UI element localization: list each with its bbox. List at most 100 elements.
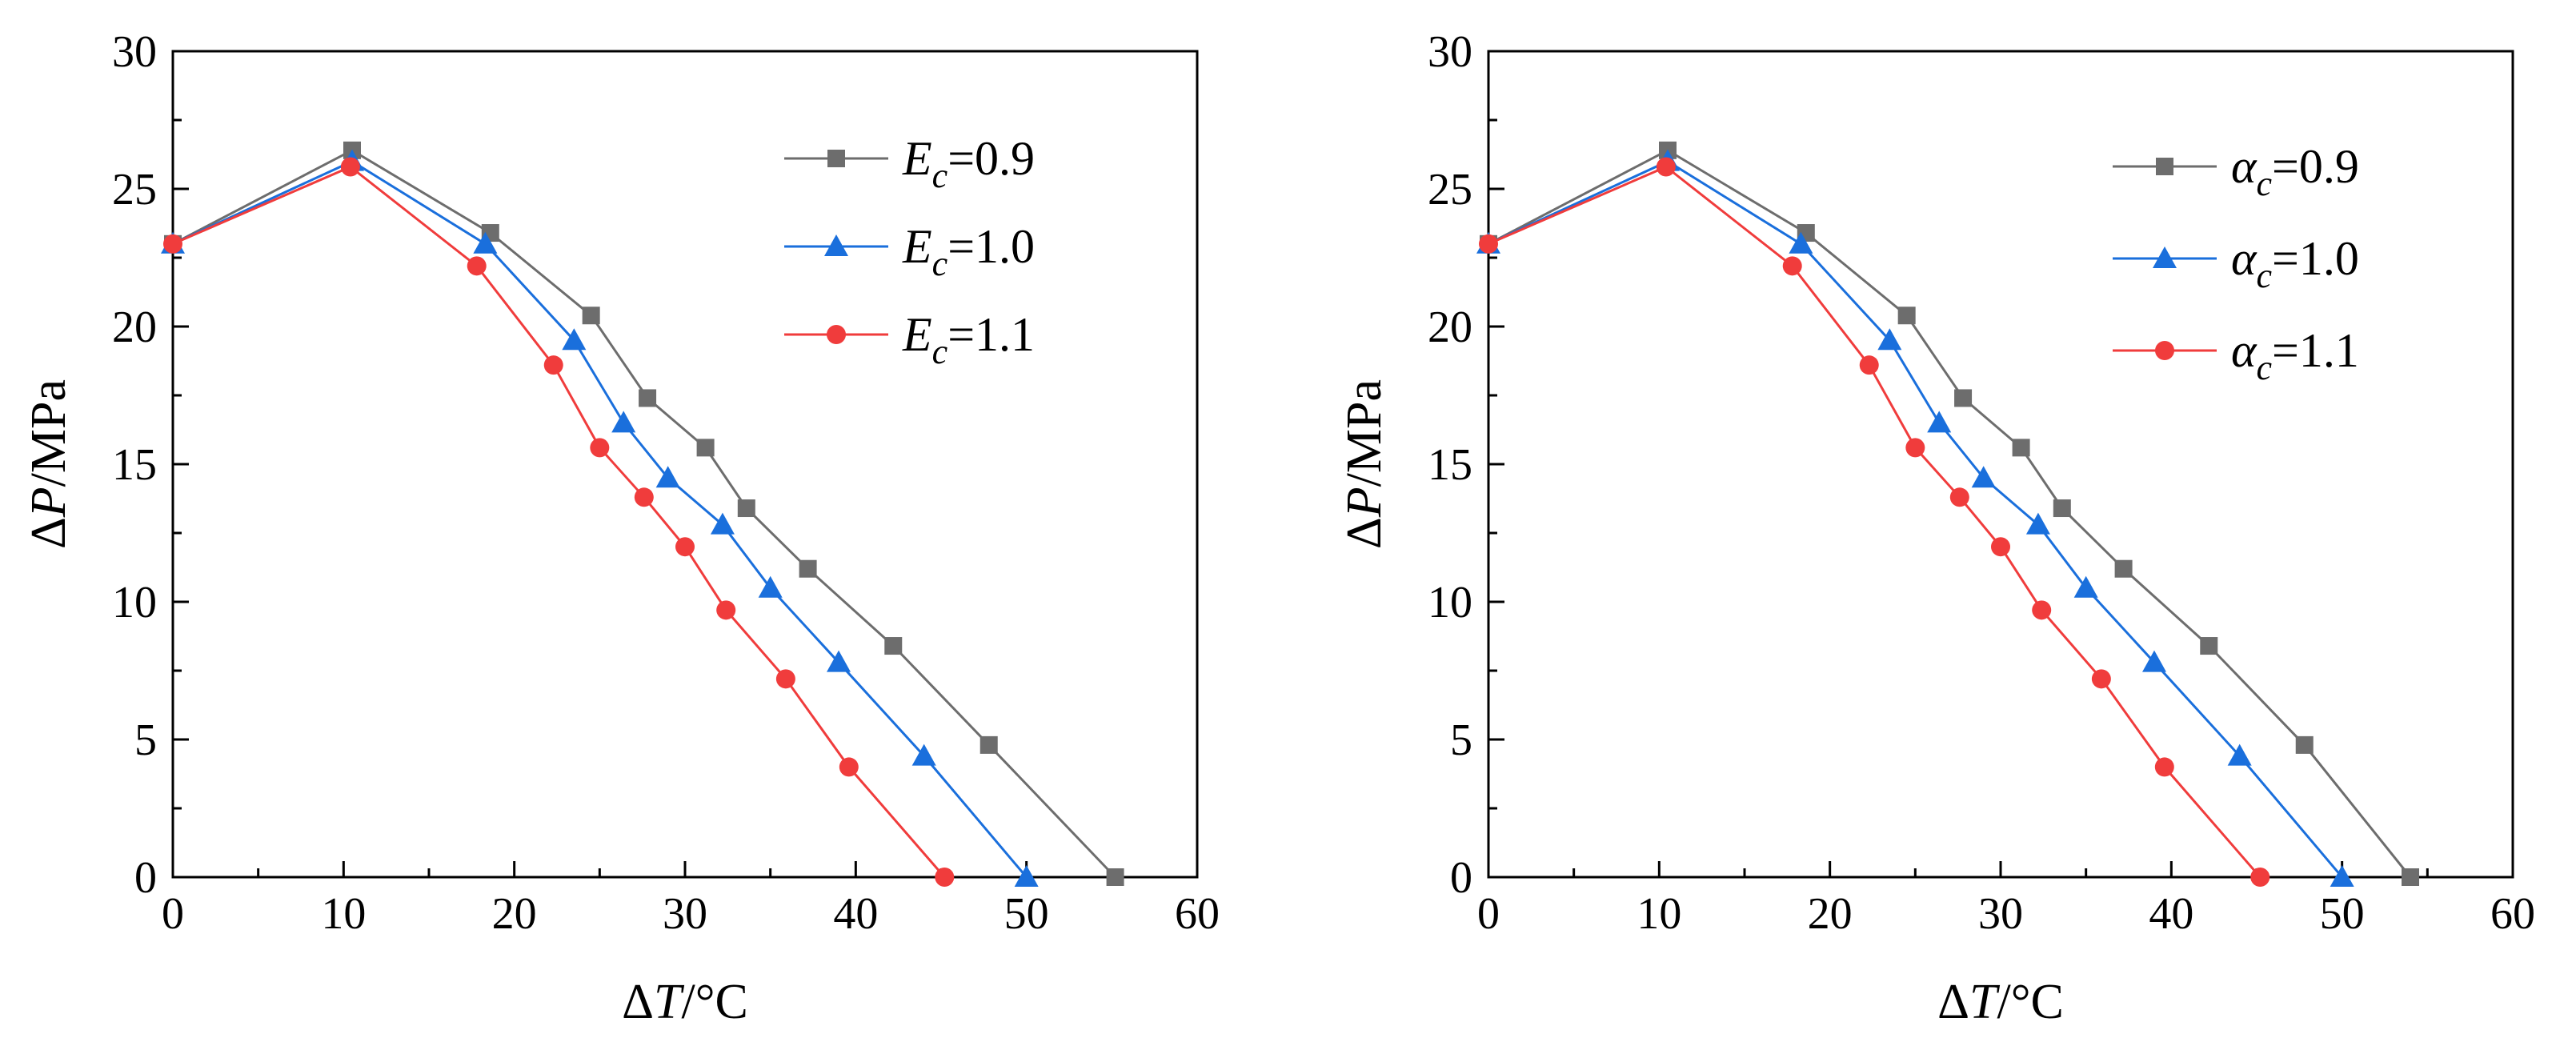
data-point bbox=[1927, 411, 1952, 433]
legend-label: αc=0.9 bbox=[2231, 140, 2359, 203]
legend-marker bbox=[2155, 341, 2174, 360]
data-point bbox=[2073, 575, 2098, 598]
data-point bbox=[1479, 234, 1498, 254]
x-tick-label: 30 bbox=[663, 889, 707, 939]
y-axis-label: ΔP/MPa bbox=[22, 379, 76, 549]
data-point bbox=[799, 559, 817, 578]
y-tick-label: 30 bbox=[112, 27, 157, 77]
data-point bbox=[1656, 157, 1676, 177]
y-tick-label: 30 bbox=[1428, 27, 1472, 77]
data-point bbox=[1991, 537, 2010, 557]
data-point bbox=[884, 637, 903, 655]
data-point bbox=[639, 389, 657, 407]
data-point bbox=[1782, 256, 1802, 276]
data-point bbox=[582, 307, 600, 325]
x-tick-label: 60 bbox=[1175, 889, 1220, 939]
legend-label: αc=1.0 bbox=[2231, 232, 2359, 295]
x-tick-label: 50 bbox=[2320, 889, 2365, 939]
x-tick-label: 40 bbox=[833, 889, 878, 939]
chart-panel-2: 0 10 20 30 40 50 60 0 5 10 15 20 25 30 ΔT/°C ΔP/MPa αc=0… bbox=[1337, 27, 2535, 1029]
legend-entry-1: αc=0.9 bbox=[2113, 140, 2359, 203]
data-point bbox=[2402, 868, 2419, 886]
y-tick-label: 10 bbox=[1428, 578, 1472, 627]
data-point bbox=[737, 499, 755, 518]
x-tick-label: 0 bbox=[162, 889, 184, 939]
data-point bbox=[163, 234, 182, 254]
legend-entry-1: Ec=0.9 bbox=[784, 132, 1035, 195]
legend-label: Ec=0.9 bbox=[902, 132, 1035, 195]
data-point bbox=[2114, 559, 2133, 578]
y-tick-label: 25 bbox=[1428, 165, 1472, 214]
series-square bbox=[1480, 141, 2419, 886]
x-tick-label: 60 bbox=[2490, 889, 2535, 939]
y-tick-label: 20 bbox=[112, 303, 157, 352]
series-line bbox=[172, 165, 946, 878]
series-circle bbox=[163, 157, 955, 887]
legend-entry-2: αc=1.0 bbox=[2113, 232, 2359, 295]
data-point bbox=[1014, 865, 1039, 887]
x-tick-label: 10 bbox=[321, 889, 366, 939]
y-tick-label: 0 bbox=[1450, 853, 1472, 903]
data-point bbox=[1897, 307, 1916, 325]
y-tick-label: 5 bbox=[134, 715, 157, 765]
data-point bbox=[467, 256, 487, 276]
legend-marker bbox=[2156, 158, 2173, 175]
x-tick-label: 10 bbox=[1637, 889, 1681, 939]
x-tick-label: 50 bbox=[1004, 889, 1049, 939]
legend-label: Ec=1.1 bbox=[902, 308, 1035, 371]
x-tick-label: 20 bbox=[492, 889, 537, 939]
data-point bbox=[2227, 743, 2252, 766]
data-point bbox=[675, 537, 695, 557]
data-point bbox=[2032, 600, 2052, 620]
data-point bbox=[716, 600, 736, 620]
data-point bbox=[340, 157, 360, 177]
data-point bbox=[634, 487, 654, 507]
series-line bbox=[172, 159, 1028, 878]
x-tick-label: 30 bbox=[1978, 889, 2023, 939]
y-tick-label: 20 bbox=[1428, 303, 1472, 352]
series-line bbox=[1488, 165, 2262, 878]
data-point bbox=[655, 466, 680, 488]
data-point bbox=[2200, 637, 2218, 655]
data-point bbox=[911, 743, 936, 766]
data-point bbox=[696, 439, 715, 457]
legend-marker bbox=[827, 150, 845, 167]
y-tick-label: 25 bbox=[112, 165, 157, 214]
data-point bbox=[2091, 669, 2111, 689]
data-point bbox=[710, 512, 735, 535]
legend-marker bbox=[824, 234, 848, 256]
x-tick-label: 40 bbox=[2149, 889, 2193, 939]
data-point bbox=[1954, 389, 1973, 407]
data-point bbox=[611, 411, 636, 433]
data-point bbox=[1789, 231, 1813, 254]
x-tick-label: 0 bbox=[1477, 889, 1500, 939]
data-point bbox=[1949, 487, 1969, 507]
plot-frame bbox=[171, 50, 1199, 879]
data-point bbox=[543, 355, 563, 375]
data-point bbox=[2142, 650, 2166, 672]
data-point bbox=[839, 757, 859, 777]
data-point bbox=[1971, 466, 1996, 488]
series-line bbox=[1488, 159, 2343, 878]
data-point bbox=[935, 868, 955, 887]
data-point bbox=[473, 231, 498, 254]
y-tick-label: 15 bbox=[112, 440, 157, 490]
x-tick-label: 20 bbox=[1808, 889, 1853, 939]
y-tick-label: 10 bbox=[112, 578, 157, 627]
plot-frame bbox=[1487, 50, 2514, 879]
data-point bbox=[590, 438, 610, 458]
y-axis-label: ΔP/MPa bbox=[1337, 379, 1392, 549]
legend-entry-2: Ec=1.0 bbox=[784, 220, 1035, 283]
data-point bbox=[1905, 438, 1925, 458]
data-point bbox=[980, 735, 998, 754]
data-point bbox=[2025, 512, 2050, 535]
data-point bbox=[1106, 868, 1124, 886]
x-axis-label: ΔT/°C bbox=[622, 975, 748, 1029]
legend-entry-3: Ec=1.1 bbox=[784, 308, 1035, 371]
data-point bbox=[2154, 757, 2174, 777]
data-point bbox=[2295, 735, 2314, 754]
legend-marker bbox=[2153, 246, 2177, 268]
y-tick-label: 5 bbox=[1450, 715, 1472, 765]
series-circle bbox=[1479, 157, 2270, 887]
